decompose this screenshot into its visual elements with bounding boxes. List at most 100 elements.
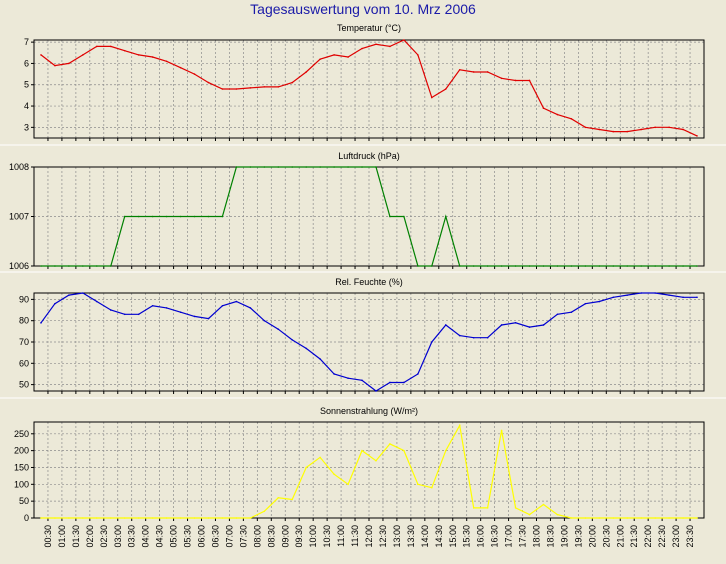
data-point	[179, 66, 182, 69]
data-point	[165, 517, 168, 519]
x-tick-label: 23:30	[685, 525, 695, 548]
data-point	[207, 215, 210, 218]
data-point	[542, 503, 545, 506]
data-point	[193, 215, 196, 218]
x-tick-label: 01:30	[71, 525, 81, 548]
data-point	[682, 128, 684, 131]
data-point	[444, 215, 447, 218]
y-tick-label: 50	[19, 496, 29, 506]
data-point	[472, 265, 475, 267]
data-point	[626, 130, 629, 133]
data-point	[263, 510, 266, 513]
data-point	[389, 443, 391, 445]
data-point	[221, 215, 224, 218]
data-point	[696, 517, 698, 519]
data-point	[82, 517, 84, 519]
data-point	[458, 265, 461, 267]
data-point	[82, 54, 84, 56]
y-tick-label: 60	[19, 358, 29, 368]
data-point	[375, 459, 377, 462]
x-tick-label: 22:00	[643, 525, 653, 548]
x-tick-label: 21:00	[615, 525, 625, 548]
x-tick-label: 05:30	[183, 525, 193, 548]
data-point	[458, 69, 461, 71]
data-point	[486, 71, 489, 73]
data-point	[263, 86, 266, 88]
data-point	[96, 265, 98, 267]
x-tick-label: 15:30	[462, 525, 472, 548]
data-point	[654, 292, 656, 294]
data-point	[165, 307, 168, 309]
data-point	[640, 517, 642, 519]
data-point	[193, 517, 196, 519]
x-tick-label: 07:00	[224, 525, 234, 548]
data-point	[235, 517, 238, 519]
data-point	[668, 126, 670, 129]
x-tick-label: 05:00	[169, 525, 179, 548]
data-point	[207, 317, 210, 320]
data-point	[333, 373, 335, 375]
data-point	[263, 166, 266, 168]
data-point	[54, 302, 56, 305]
data-point	[417, 483, 419, 486]
data-point	[235, 166, 238, 168]
data-point	[333, 166, 335, 168]
data-point	[612, 517, 615, 519]
x-tick-label: 03:00	[113, 525, 123, 548]
data-point	[486, 265, 489, 267]
x-tick-label: 04:00	[141, 525, 151, 548]
data-point	[640, 292, 642, 294]
data-point	[542, 265, 545, 267]
data-point	[137, 215, 140, 218]
data-point	[249, 87, 252, 89]
data-point	[528, 513, 531, 516]
x-tick-label: 08:30	[266, 525, 276, 548]
x-tick-label: 07:30	[238, 525, 248, 548]
data-point	[165, 60, 168, 63]
data-point	[696, 135, 698, 137]
data-point	[570, 265, 573, 267]
data-point	[235, 300, 238, 303]
series-line	[40, 292, 697, 392]
data-point	[291, 498, 294, 501]
data-point	[221, 517, 224, 519]
data-point	[333, 54, 335, 56]
data-point	[472, 71, 475, 73]
data-point	[291, 166, 294, 168]
x-tick-label: 04:30	[155, 525, 165, 548]
x-tick-label: 03:30	[127, 525, 137, 548]
x-tick-label: 14:30	[434, 525, 444, 548]
data-point	[598, 300, 601, 303]
data-point	[109, 45, 112, 48]
data-point	[54, 64, 56, 67]
data-point	[389, 381, 391, 384]
data-point	[500, 265, 503, 267]
data-point	[40, 265, 42, 267]
data-point	[626, 294, 629, 296]
data-point	[277, 166, 280, 168]
data-point	[291, 81, 294, 84]
data-point	[137, 517, 140, 519]
data-point	[598, 265, 601, 267]
data-point	[668, 517, 670, 519]
panel-title: Rel. Feuchte (%)	[335, 277, 403, 287]
data-point	[347, 56, 349, 58]
data-point	[612, 130, 615, 133]
data-point	[193, 73, 196, 75]
x-tick-label: 00:30	[43, 525, 53, 548]
y-tick-label: 90	[19, 294, 29, 304]
x-tick-label: 18:30	[545, 525, 555, 548]
data-point	[528, 265, 531, 267]
data-point	[40, 54, 42, 56]
y-tick-label: 80	[19, 316, 29, 326]
data-point	[542, 324, 545, 326]
data-point	[528, 79, 531, 82]
y-tick-label: 3	[24, 122, 29, 132]
data-point	[403, 381, 405, 384]
data-point	[221, 88, 224, 90]
data-point	[417, 373, 419, 375]
data-point	[598, 128, 601, 131]
data-point	[82, 292, 84, 294]
y-tick-label: 100	[14, 479, 29, 489]
